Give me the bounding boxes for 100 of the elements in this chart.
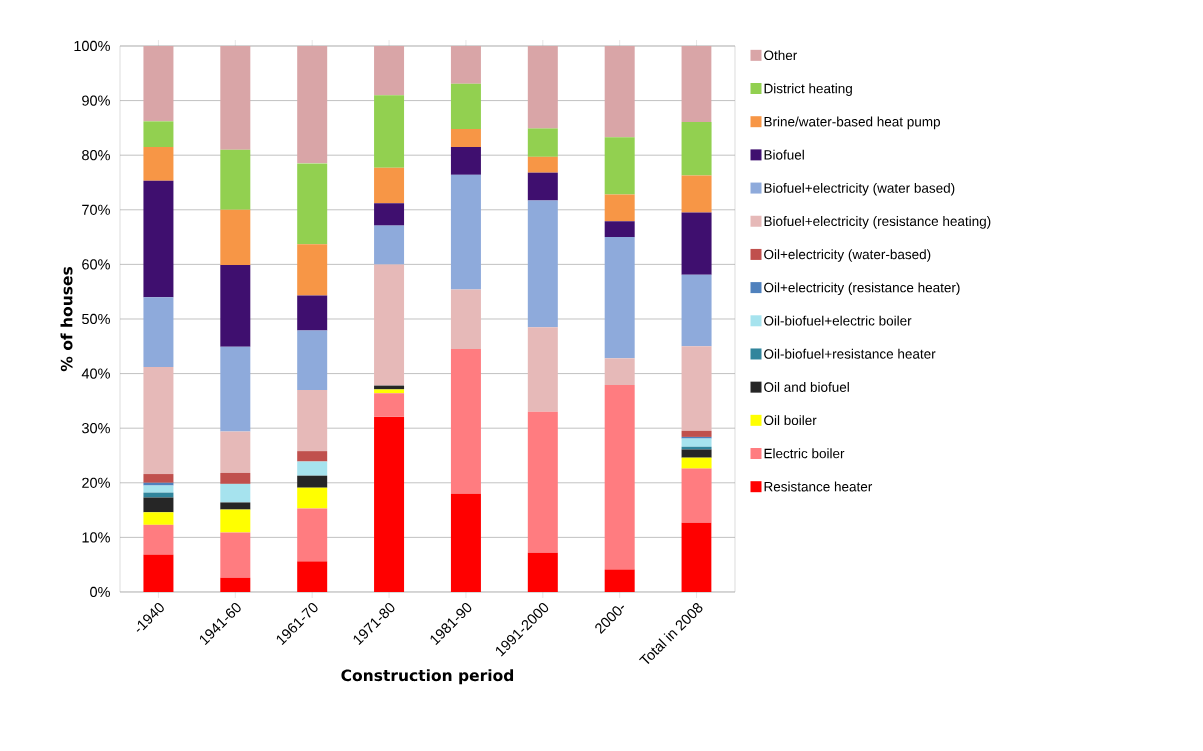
bar bbox=[297, 45, 328, 164]
bar bbox=[681, 346, 712, 431]
bar bbox=[297, 475, 328, 488]
legend-label: District heating bbox=[764, 83, 852, 96]
bar bbox=[374, 203, 405, 226]
bar bbox=[450, 174, 481, 290]
bar bbox=[604, 385, 635, 570]
bar bbox=[527, 200, 558, 328]
bar bbox=[374, 95, 405, 168]
legend-label: Oil+electricity (resistance heater) bbox=[764, 282, 960, 296]
bar bbox=[220, 149, 251, 210]
legend-label: Oil and biofuel bbox=[764, 382, 849, 392]
bar bbox=[220, 532, 251, 578]
bar bbox=[604, 194, 635, 222]
y-tick-label: 100% bbox=[74, 40, 110, 52]
bar bbox=[220, 483, 251, 503]
bar bbox=[681, 175, 712, 213]
bar bbox=[681, 274, 712, 347]
y-tick-label: 10% bbox=[82, 532, 110, 543]
bar bbox=[143, 45, 174, 122]
bar bbox=[604, 569, 635, 592]
bar bbox=[220, 346, 251, 432]
bar bbox=[527, 327, 558, 412]
bar bbox=[527, 172, 558, 201]
bar bbox=[450, 83, 481, 129]
bar bbox=[297, 244, 328, 296]
bar bbox=[220, 509, 251, 533]
bar bbox=[143, 474, 174, 483]
bar bbox=[450, 349, 481, 494]
y-tick-label: 80% bbox=[82, 150, 110, 161]
bar bbox=[681, 45, 712, 122]
y-tick-label: 40% bbox=[81, 368, 110, 379]
bar bbox=[604, 137, 635, 195]
bar bbox=[450, 493, 481, 592]
bar bbox=[681, 457, 712, 469]
bar bbox=[297, 487, 328, 509]
bar bbox=[143, 512, 174, 525]
bar bbox=[143, 147, 174, 181]
bar bbox=[220, 472, 251, 484]
bar bbox=[220, 577, 251, 592]
bar bbox=[143, 180, 174, 298]
legend-label: Electric boiler bbox=[764, 448, 845, 459]
y-tick-label: 50% bbox=[82, 313, 110, 325]
bar bbox=[681, 212, 712, 275]
legend-label: Biofuel+electricity (water based) bbox=[764, 182, 955, 196]
bar bbox=[527, 156, 558, 173]
bar bbox=[143, 485, 174, 493]
bar bbox=[297, 389, 328, 452]
bar bbox=[374, 225, 405, 265]
bar bbox=[527, 411, 558, 553]
bar bbox=[297, 295, 328, 331]
y-axis-title: % of houses bbox=[60, 267, 73, 372]
bar bbox=[450, 289, 481, 350]
bar bbox=[143, 482, 174, 486]
legend-label: Oil-biofuel+electric boiler bbox=[764, 315, 912, 326]
bar bbox=[220, 209, 251, 265]
bar bbox=[681, 430, 712, 437]
bar bbox=[681, 522, 712, 592]
bar bbox=[297, 451, 328, 462]
bar bbox=[681, 449, 712, 458]
bar bbox=[374, 264, 405, 386]
bar bbox=[604, 358, 635, 386]
bar bbox=[143, 554, 174, 592]
bar bbox=[143, 121, 174, 147]
legend-label: Oil-biofuel+resistance heater bbox=[764, 348, 936, 359]
bar bbox=[143, 367, 174, 475]
bar bbox=[374, 167, 405, 204]
legend-label: Resistance heater bbox=[764, 481, 873, 492]
x-axis-title: Construction period bbox=[341, 669, 514, 685]
bar bbox=[604, 45, 635, 138]
bar bbox=[297, 330, 328, 390]
y-tick-label: 60% bbox=[82, 259, 110, 270]
legend-label: Oil boiler bbox=[764, 415, 817, 426]
bar bbox=[681, 438, 712, 447]
bar bbox=[220, 502, 251, 510]
y-tick-label: 70% bbox=[82, 204, 110, 215]
bar bbox=[297, 561, 328, 592]
legend-label: Brine/water-based heat pump bbox=[764, 116, 940, 130]
bar bbox=[143, 297, 174, 368]
bar bbox=[374, 45, 405, 96]
legend-label: Biofuel+electricity (resistance heating) bbox=[764, 216, 991, 229]
bar bbox=[527, 552, 558, 592]
bar bbox=[450, 147, 481, 175]
bar bbox=[374, 393, 405, 417]
bar bbox=[374, 389, 405, 394]
bar bbox=[143, 497, 174, 513]
y-tick-label: 20% bbox=[82, 477, 110, 488]
legend-label: Oil+electricity (water-based) bbox=[764, 249, 931, 262]
bar bbox=[450, 45, 481, 84]
y-tick-label: 30% bbox=[82, 423, 110, 434]
bar bbox=[681, 468, 712, 523]
bar bbox=[297, 163, 328, 245]
legend-label: Biofuel bbox=[764, 149, 804, 160]
bar bbox=[527, 45, 558, 129]
bar bbox=[374, 416, 405, 592]
bar bbox=[143, 492, 174, 498]
legend-label: Other bbox=[764, 50, 798, 61]
bar bbox=[220, 45, 251, 150]
bar bbox=[297, 461, 328, 476]
y-tick-label: 90% bbox=[82, 95, 110, 106]
